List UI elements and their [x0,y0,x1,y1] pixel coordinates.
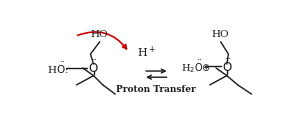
Text: Proton Transfer: Proton Transfer [117,85,196,94]
FancyArrowPatch shape [78,32,127,49]
Text: HO: HO [212,30,230,39]
Text: $\ddot{\rm O}$: $\ddot{\rm O}$ [88,60,99,76]
Text: HO: HO [91,30,108,39]
Text: $\ddot{\rm O}$: $\ddot{\rm O}$ [222,58,232,75]
Text: H$^+$: H$^+$ [137,45,156,60]
Text: H$_2\ddot{\rm O}$$\oplus$: H$_2\ddot{\rm O}$$\oplus$ [181,58,211,75]
Text: H$\ddot{\rm O}$:: H$\ddot{\rm O}$: [47,60,69,76]
